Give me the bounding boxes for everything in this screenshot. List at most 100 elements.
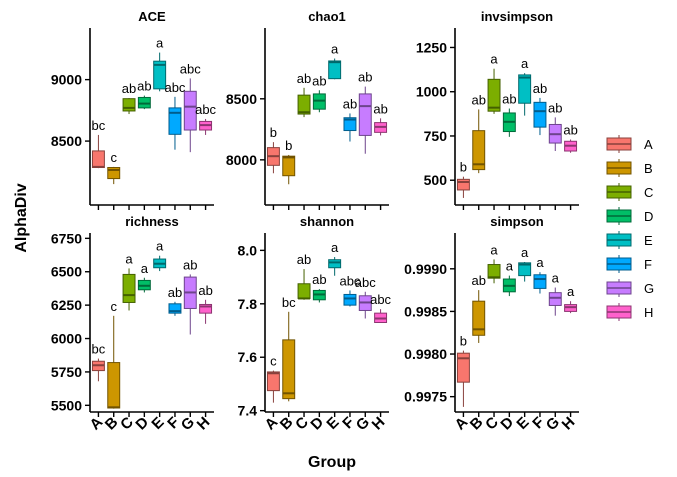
box-ACE-C: ab — [122, 81, 136, 115]
box-body — [328, 60, 342, 80]
significance-letter: a — [521, 245, 529, 260]
significance-letter: ab — [343, 96, 357, 111]
legend-item-H: H — [606, 303, 653, 321]
y-tick-label: 1250 — [416, 39, 447, 55]
box-body — [107, 362, 121, 409]
significance-letter: ab — [137, 79, 151, 94]
y-tick-label: 6000 — [51, 331, 82, 347]
box-invsimpson-F: ab — [533, 81, 547, 136]
x-tick-label: E — [323, 414, 342, 433]
significance-letter: c — [270, 354, 277, 369]
box-body — [533, 101, 547, 128]
legend-label: F — [644, 257, 652, 272]
significance-letter: c — [110, 299, 117, 314]
y-tick-label: 8000 — [226, 152, 257, 168]
significance-letter: ab — [471, 92, 485, 107]
box-ACE-A: bc — [92, 118, 106, 169]
box-body — [358, 93, 372, 136]
box-shannon-C: ab — [297, 252, 311, 300]
box-richness-E: a — [153, 239, 167, 272]
box-simpson-C: a — [487, 242, 501, 284]
box-simpson-F: a — [533, 255, 547, 294]
significance-letter: b — [270, 125, 277, 140]
significance-letter: bc — [92, 342, 106, 357]
significance-letter: c — [110, 150, 117, 165]
box-invsimpson-H: ab — [563, 123, 578, 153]
box-richness-H: ab — [198, 283, 213, 324]
significance-letter: ab — [548, 100, 562, 115]
legend-label: H — [644, 305, 653, 320]
x-axis-title: Group — [308, 454, 356, 471]
panel-title: ACE — [138, 9, 166, 24]
box-body — [199, 303, 213, 314]
significance-letter: abc — [370, 292, 391, 307]
x-tick-label: E — [148, 414, 167, 433]
panel-title: richness — [125, 214, 178, 229]
box-invsimpson-B: ab — [471, 92, 486, 174]
box-ACE-F: abc — [164, 80, 186, 150]
x-tick-label: D — [132, 414, 152, 434]
box-invsimpson-D: ab — [502, 92, 517, 137]
significance-letter: abc — [195, 102, 216, 117]
legend-item-E: E — [606, 231, 653, 249]
y-tick-label: 0.9985 — [404, 303, 447, 319]
panel-title: chao1 — [308, 9, 346, 24]
y-tick-label: 750 — [424, 128, 448, 144]
box-body — [107, 167, 121, 180]
significance-letter: ab — [373, 101, 387, 116]
x-tick-label: H — [194, 414, 214, 434]
box-body — [456, 178, 470, 191]
y-tick-label: 6250 — [51, 297, 82, 313]
box-chao1-H: ab — [373, 101, 388, 136]
box-body — [282, 339, 296, 400]
box-body — [153, 60, 167, 90]
box-body — [518, 74, 532, 104]
box-body — [282, 155, 296, 177]
box-invsimpson-C: a — [487, 52, 501, 114]
box-shannon-H: abc — [370, 292, 392, 324]
significance-letter: a — [125, 251, 133, 266]
box-shannon-F: abc — [339, 273, 361, 307]
significance-letter: a — [490, 52, 498, 67]
legend-label: E — [644, 233, 653, 248]
box-shannon-E: a — [328, 240, 342, 276]
box-simpson-A: b — [456, 334, 470, 407]
significance-letter: a — [331, 240, 339, 255]
significance-letter: ab — [312, 272, 326, 287]
box-body — [168, 303, 182, 314]
box-ACE-E: a — [153, 36, 167, 92]
significance-letter: ab — [297, 71, 311, 86]
panel-shannon: shannon7.47.67.88.0cbcababaabcabcabcABCD… — [238, 214, 392, 434]
box-chao1-F: ab — [343, 96, 357, 142]
box-invsimpson-E: a — [518, 56, 532, 116]
legend-item-F: F — [606, 255, 652, 273]
box-ACE-H: abc — [195, 102, 217, 135]
box-simpson-H: a — [564, 284, 578, 314]
significance-letter: ab — [533, 81, 547, 96]
box-chao1-A: b — [266, 125, 280, 174]
box-body — [343, 293, 357, 306]
box-body — [266, 371, 280, 392]
significance-letter: bc — [282, 295, 296, 310]
significance-letter: abc — [164, 80, 185, 95]
y-tick-label: 6500 — [51, 264, 82, 280]
y-tick-label: 6750 — [51, 230, 82, 246]
box-richness-A: bc — [92, 342, 106, 382]
significance-letter: abc — [355, 275, 376, 290]
y-tick-label: 7.8 — [238, 296, 258, 312]
x-tick-label: D — [307, 414, 327, 434]
significance-letter: ab — [198, 283, 212, 298]
significance-letter: ab — [183, 257, 197, 272]
box-body — [533, 274, 547, 289]
legend-label: G — [644, 281, 654, 296]
y-tick-label: 9000 — [51, 72, 82, 88]
box-simpson-G: a — [548, 271, 562, 316]
box-chao1-D: ab — [312, 73, 327, 113]
box-richness-C: a — [122, 251, 136, 311]
box-body — [487, 264, 501, 279]
box-body — [183, 90, 197, 131]
significance-letter: b — [460, 160, 467, 175]
box-simpson-E: a — [518, 245, 532, 282]
